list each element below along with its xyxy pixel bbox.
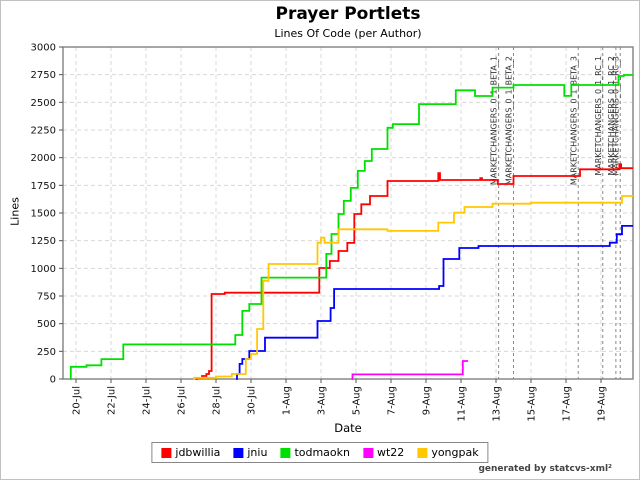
legend-item-jdbwillia: jdbwillia <box>161 446 220 459</box>
x-tick-label: 11-Aug <box>457 386 468 422</box>
legend-label: yongpak <box>431 446 479 459</box>
y-tick-label: 2750 <box>31 70 56 81</box>
series-line-wt22 <box>351 360 468 380</box>
legend-swatch-jniu <box>233 447 244 458</box>
gridlines <box>63 47 633 379</box>
x-tick-label: 24-Jul <box>142 386 153 415</box>
chart-subtitle: Lines Of Code (per Author) <box>274 27 422 40</box>
y-tick-label: 1500 <box>31 209 56 220</box>
y-tick-label: 0 <box>50 375 56 386</box>
legend-label: jniu <box>247 446 268 459</box>
release-label: MARKETCHANGERS_0_1_RC_2 <box>607 56 616 176</box>
x-tick-label: 26-Jul <box>177 386 188 415</box>
legend: jdbwillia jniu todmaokn wt22 yongpak <box>151 442 489 463</box>
axis-ticks: 0 250 500 750 1000 1250 1500 1750 2000 2250 2500 27… <box>31 43 608 422</box>
release-marker-lines: MARKETCHANGERS_0_1_BETA_1 MARKETCHANGERS_… <box>490 47 621 379</box>
legend-label: wt22 <box>377 446 405 459</box>
x-tick-label: 13-Aug <box>492 386 503 422</box>
legend-swatch-yongpak <box>417 447 428 458</box>
series-line-todmaokn <box>69 74 633 380</box>
legend-item-yongpak: yongpak <box>417 446 479 459</box>
legend-item-todmaokn: todmaokn <box>280 446 350 459</box>
y-tick-label: 250 <box>37 347 56 358</box>
generator-credit: generated by statcvs-xml² <box>478 464 612 474</box>
series-lines <box>69 74 633 380</box>
y-tick-label: 1750 <box>31 181 56 192</box>
x-tick-label: 19-Aug <box>597 386 608 422</box>
series-line-jniu <box>236 225 633 380</box>
y-tick-label: 1000 <box>31 264 56 275</box>
x-tick-label: 17-Aug <box>562 386 573 422</box>
legend-label: todmaokn <box>294 446 350 459</box>
y-tick-label: 3000 <box>31 43 56 54</box>
y-tick-label: 750 <box>37 292 56 303</box>
legend-item-wt22: wt22 <box>363 446 404 459</box>
x-axis-title: Date <box>334 421 362 435</box>
legend-swatch-wt22 <box>363 447 373 458</box>
x-tick-label: 5-Aug <box>352 386 363 415</box>
x-tick-label: 30-Jul <box>247 386 258 415</box>
series-line-jdbwillia <box>195 163 633 380</box>
x-tick-label: 15-Aug <box>527 386 538 422</box>
x-tick-label: 1-Aug <box>282 386 293 415</box>
chart-title: Prayer Portlets <box>275 4 421 24</box>
legend-item-jniu: jniu <box>233 446 267 459</box>
release-label: MARKETCHANGERS_0_1_BETA_1 <box>490 56 499 185</box>
x-tick-label: 22-Jul <box>107 386 118 415</box>
y-tick-label: 2000 <box>31 153 56 164</box>
release-label: MARKETCHANGERS_0_1_BETA_2 <box>505 56 514 185</box>
y-tick-label: 2250 <box>31 126 56 137</box>
legend-label: jdbwillia <box>175 446 221 459</box>
y-tick-label: 2500 <box>31 98 56 109</box>
x-tick-label: 20-Jul <box>72 386 83 415</box>
legend-swatch-todmaokn <box>280 447 291 458</box>
release-label: MARKETCHANGERS_0_1_RC_1 <box>594 56 603 176</box>
release-label: MARKETCHANGERS_0_1_RC_3 <box>611 56 620 176</box>
y-tick-label: 500 <box>37 319 56 330</box>
x-tick-label: 28-Jul <box>212 386 223 415</box>
y-axis-title: Lines <box>8 197 22 226</box>
y-tick-label: 1250 <box>31 236 56 247</box>
x-tick-label: 3-Aug <box>317 386 328 415</box>
x-tick-label: 7-Aug <box>387 386 398 415</box>
x-tick-label: 9-Aug <box>422 386 433 415</box>
legend-swatch-jdbwillia <box>161 447 172 458</box>
release-label: MARKETCHANGERS_0_1_BETA_3 <box>569 56 578 185</box>
series-line-yongpak <box>193 195 633 380</box>
